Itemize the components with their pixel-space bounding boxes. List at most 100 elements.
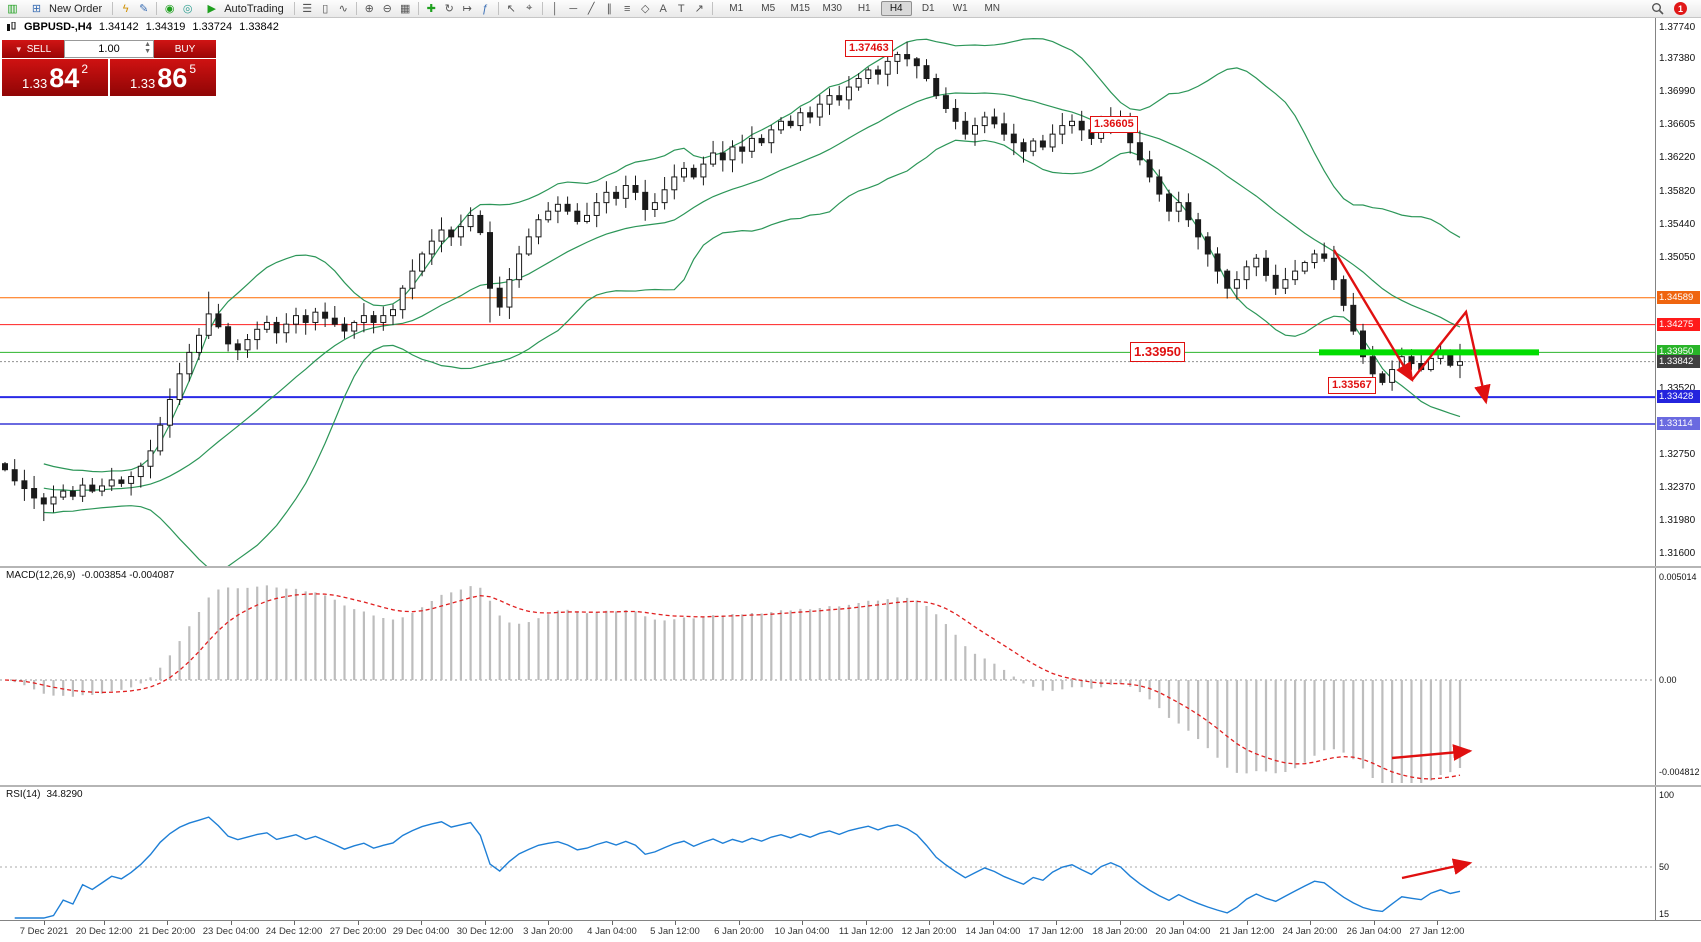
cursor-icon[interactable]: ↖ xyxy=(506,3,516,15)
bar-chart-mode-icon[interactable]: ☰ xyxy=(302,3,313,15)
buy-button[interactable]: 1.33 86 5 xyxy=(110,59,216,96)
chart-symbol-icon xyxy=(7,21,16,31)
crosshair-icon[interactable]: ⌖ xyxy=(526,2,533,14)
time-tick xyxy=(1374,921,1375,925)
price-tick-label: 1.37380 xyxy=(1659,52,1696,64)
buy-caption[interactable]: BUY xyxy=(154,40,216,58)
time-tick-label: 4 Jan 04:00 xyxy=(587,926,637,937)
time-axis[interactable]: 7 Dec 2021 20 Dec 12:00 21 Dec 20:00 23 Dec… xyxy=(0,920,1701,942)
new-chart-icon[interactable]: ✚ xyxy=(426,3,436,15)
time-tick xyxy=(802,921,803,925)
macd-panel-divider[interactable] xyxy=(0,566,1701,568)
rsi-label: RSI(14) 34.8290 xyxy=(6,789,83,800)
time-tick xyxy=(1056,921,1057,925)
trendline-icon[interactable]: ╱ xyxy=(587,3,595,15)
new-order-icon: ⊞ xyxy=(31,3,42,15)
price-tick-label: 1.31980 xyxy=(1659,515,1696,527)
price-tick-label: 1.36605 xyxy=(1659,119,1696,131)
price-annotation[interactable]: 1.33567 xyxy=(1328,377,1376,394)
time-tick xyxy=(167,921,168,925)
timeframe-button[interactable]: M1 xyxy=(729,3,744,14)
timeframe-button[interactable]: M15 xyxy=(790,3,810,14)
rsi-scale-label: 100 xyxy=(1659,790,1675,800)
notification-badge[interactable]: 1 xyxy=(1674,2,1687,15)
button-divider xyxy=(108,59,110,96)
horizontal-line-icon[interactable]: ─ xyxy=(569,2,578,15)
time-tick-label: 24 Dec 12:00 xyxy=(265,926,323,937)
line-chart-mode-icon[interactable]: ∿ xyxy=(338,3,348,15)
time-tick xyxy=(866,921,867,925)
macd-label: MACD(12,26,9) -0.003854 -0.004087 xyxy=(6,570,175,581)
rsi-scale-label: 15 xyxy=(1659,909,1670,919)
chart-shift-icon[interactable]: ↦ xyxy=(462,3,472,15)
volume-down-button[interactable]: ▼ xyxy=(144,48,151,55)
timeframe-button[interactable]: H4 xyxy=(880,1,912,16)
price-level-badge: 1.33114 xyxy=(1657,416,1700,430)
new-order-label: New Order xyxy=(49,2,103,15)
sell-caption[interactable]: ▼ SELL xyxy=(2,40,64,58)
price-level-badge: 1.34275 xyxy=(1657,317,1700,331)
volume-value: 1.00 xyxy=(98,43,120,55)
price-tick-label: 1.36990 xyxy=(1659,86,1696,98)
global-variables-icon[interactable]: ◎ xyxy=(182,3,193,15)
time-tick-label: 17 Jan 12:00 xyxy=(1028,926,1084,937)
timeframe-button[interactable]: M5 xyxy=(761,3,776,14)
rsi-panel-divider[interactable] xyxy=(0,785,1701,787)
sell-caption-label: SELL xyxy=(26,43,52,55)
time-tick-label: 24 Jan 20:00 xyxy=(1282,926,1338,937)
volume-input[interactable]: 1.00 ▲ ▼ xyxy=(64,40,154,58)
label-tool-icon[interactable]: T xyxy=(677,2,685,15)
time-tick-label: 20 Jan 04:00 xyxy=(1155,926,1211,937)
candlestick-mode-icon[interactable]: ▯ xyxy=(322,3,329,15)
time-tick xyxy=(739,921,740,925)
price-annotation[interactable]: 1.37463 xyxy=(845,40,893,57)
price-scale[interactable]: 1.37740 1.37380 1.36990 1.36605 1.36220 1.358… xyxy=(1655,18,1701,920)
chart-title: GBPUSD-,H4 1.34142 1.34319 1.33724 1.338… xyxy=(6,21,279,33)
volume-up-button[interactable]: ▲ xyxy=(144,41,151,48)
toolbar-separator xyxy=(417,2,419,15)
arrows-tool-icon[interactable]: ↗ xyxy=(694,3,704,15)
toolbar-separator xyxy=(497,2,499,15)
zoom-in-icon[interactable]: ⊕ xyxy=(364,3,374,15)
indicators-icon[interactable]: ƒ xyxy=(482,2,489,15)
chart-close-value: 1.33842 xyxy=(239,21,279,33)
vertical-line-icon[interactable]: │ xyxy=(551,2,559,15)
zoom-out-icon[interactable]: ⊖ xyxy=(382,3,392,15)
chart-open-value: 1.34142 xyxy=(98,21,139,33)
search-icon[interactable] xyxy=(1649,1,1666,16)
history-center-icon[interactable]: ◉ xyxy=(164,3,175,15)
sell-price-prefix: 1.33 xyxy=(21,76,48,91)
chart-symbol-label: GBPUSD-,H4 xyxy=(24,21,92,33)
fibonacci-icon[interactable]: ≡ xyxy=(624,2,631,15)
timeframe-button[interactable]: W1 xyxy=(952,3,968,14)
channel-icon[interactable]: ∥ xyxy=(606,3,612,15)
time-tick-label: 14 Jan 04:00 xyxy=(965,926,1021,937)
timeframe-button[interactable]: M30 xyxy=(822,3,842,14)
time-tick xyxy=(929,921,930,925)
timeframe-button[interactable]: MN xyxy=(984,3,1000,14)
timeframe-button[interactable]: H1 xyxy=(857,3,871,14)
text-tool-icon[interactable]: A xyxy=(659,2,667,15)
time-tick-label: 27 Dec 20:00 xyxy=(329,926,387,937)
macd-scale-label: -0.004812 xyxy=(1659,767,1700,777)
macd-scale-label: 0.005014 xyxy=(1659,572,1697,582)
autotrading-button[interactable]: ▶ AutoTrading xyxy=(197,1,290,17)
auto-scroll-icon[interactable]: ↻ xyxy=(444,3,454,15)
price-annotation[interactable]: 1.33950 xyxy=(1130,342,1185,362)
new-order-button[interactable]: ⊞ New Order xyxy=(22,1,108,17)
collapse-panel-icon[interactable]: ▼ xyxy=(14,44,23,54)
price-annotation[interactable]: 1.36605 xyxy=(1090,116,1138,133)
time-tick-label: 6 Jan 20:00 xyxy=(714,926,764,937)
shapes-icon[interactable]: ◇ xyxy=(640,3,650,15)
sell-button[interactable]: 1.33 84 2 xyxy=(2,59,108,96)
scripts-icon[interactable]: ✎ xyxy=(139,3,149,15)
timeframe-toolbar: M1 M5 M15 M30 H1 H4 D1 W1 MN xyxy=(721,1,1008,16)
volume-spinner: ▲ ▼ xyxy=(144,41,151,55)
toolbar-separator xyxy=(112,2,114,15)
expert-advisors-icon[interactable]: ϟ xyxy=(122,2,129,15)
time-tick xyxy=(612,921,613,925)
symbol-chart-icon[interactable]: ▥ xyxy=(7,3,18,15)
timeframe-button[interactable]: D1 xyxy=(921,3,935,14)
tile-windows-icon[interactable]: ▦ xyxy=(400,3,411,15)
